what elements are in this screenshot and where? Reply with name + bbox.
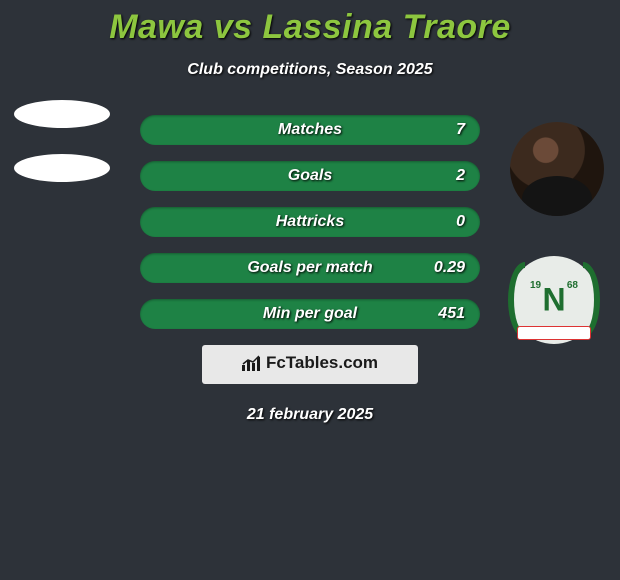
stat-value-right: 451 <box>438 299 465 329</box>
stat-value-right: 2 <box>456 161 465 191</box>
stat-value-right: 7 <box>456 115 465 145</box>
fctables-brand-box[interactable]: FcTables.com <box>202 345 418 384</box>
stat-row: Goals per match0.29 <box>0 253 620 283</box>
stat-row: Matches7 <box>0 115 620 145</box>
stat-value-right: 0 <box>456 207 465 237</box>
stat-label: Min per goal <box>140 299 480 329</box>
stat-label: Matches <box>140 115 480 145</box>
stat-label: Goals <box>140 161 480 191</box>
stat-row: Hattricks0 <box>0 207 620 237</box>
stat-value-right: 0.29 <box>434 253 465 283</box>
page-title: Mawa vs Lassina Traore <box>0 8 620 47</box>
stat-label: Goals per match <box>140 253 480 283</box>
brand-text: FcTables.com <box>266 353 378 373</box>
stat-row: Min per goal451 <box>0 299 620 329</box>
stat-label: Hattricks <box>140 207 480 237</box>
stat-row: Goals2 <box>0 161 620 191</box>
bar-chart-icon <box>242 355 262 371</box>
date-text: 21 february 2025 <box>0 406 620 424</box>
subtitle: Club competitions, Season 2025 <box>0 61 620 79</box>
